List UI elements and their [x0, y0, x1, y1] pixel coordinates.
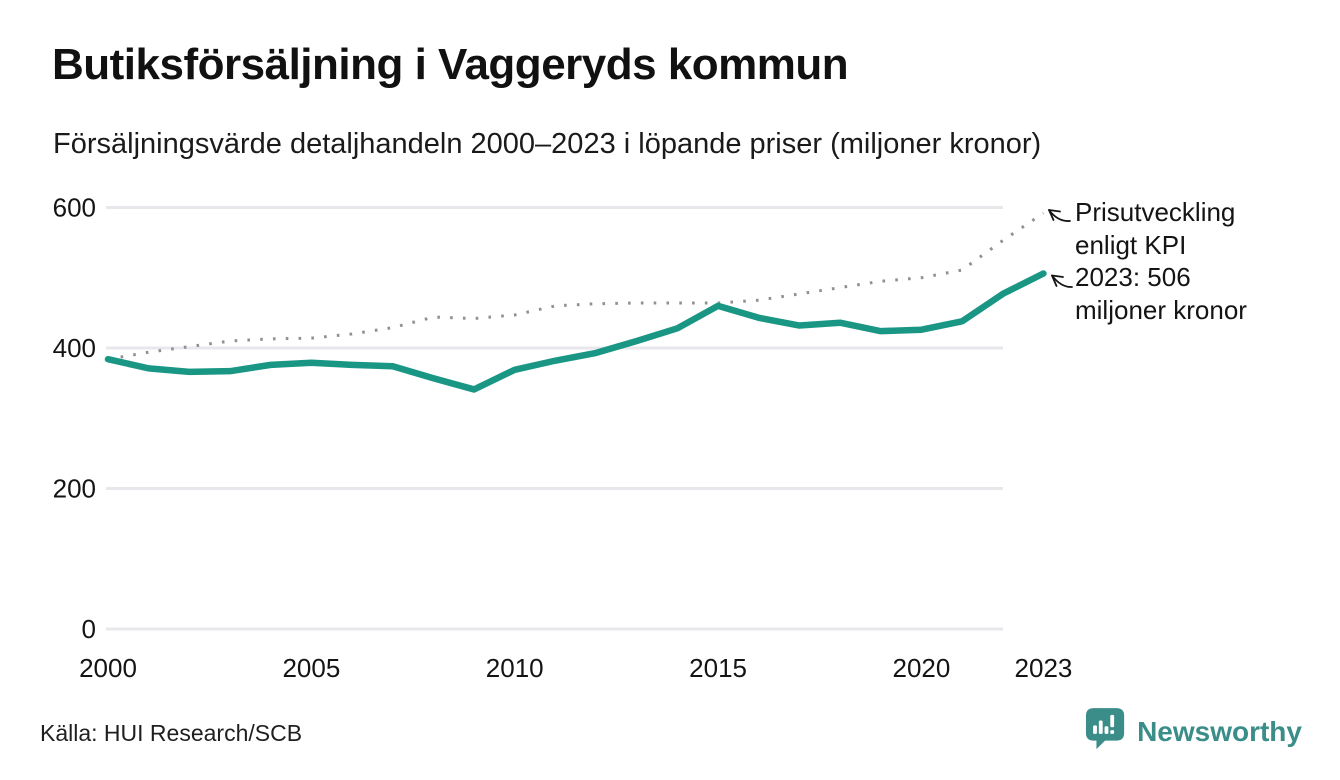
annotation-kpi-line1: Prisutveckling: [1075, 197, 1236, 227]
source-note: Källa: HUI Research/SCB: [40, 720, 303, 746]
gridline-group: [106, 205, 1003, 631]
y-tick-label-0: 0: [82, 614, 96, 644]
y-tick-label-400: 400: [53, 333, 96, 363]
y-tick-label-200: 200: [53, 473, 96, 503]
sales-line: [104, 270, 1047, 393]
annotation-kpi-line2: enligt KPI: [1075, 230, 1187, 260]
annotation-arrow-kpi: [1048, 209, 1071, 222]
kpi-line: [107, 211, 1045, 361]
x-tick-label-2010: 2010: [486, 653, 544, 683]
annotation-latest-line1: 2023: 506: [1075, 262, 1191, 292]
brand-logo: Newsworthy: [1085, 704, 1302, 760]
y-tick-label-600: 600: [53, 192, 96, 222]
brand-name: Newsworthy: [1137, 716, 1302, 747]
chart-subtitle: Försäljningsvärde detaljhandeln 2000–202…: [53, 128, 1042, 160]
annotation-kpi-label: Prisutveckling enligt KPI: [1075, 196, 1325, 262]
annotation-latest-value: 2023: 506 miljoner kronor: [1075, 261, 1325, 327]
y-axis-labels: 0 200 400 600: [53, 192, 96, 644]
annotation-latest-line2: miljoner kronor: [1075, 295, 1247, 325]
x-tick-label-2020: 2020: [893, 653, 951, 683]
x-axis-labels: 2000 2005 2010 2015 2020 2023: [79, 653, 1072, 683]
newsworthy-bubble-chart-icon: [1086, 708, 1125, 750]
annotation-arrow-latest: [1051, 274, 1073, 288]
x-tick-label-2000: 2000: [79, 653, 137, 683]
series-group: [104, 211, 1047, 393]
x-tick-label-2015: 2015: [689, 653, 747, 683]
chart-title: Butiksförsäljning i Vaggeryds kommun: [52, 40, 849, 89]
x-tick-label-2023: 2023: [1015, 653, 1073, 683]
x-tick-label-2005: 2005: [282, 653, 340, 683]
